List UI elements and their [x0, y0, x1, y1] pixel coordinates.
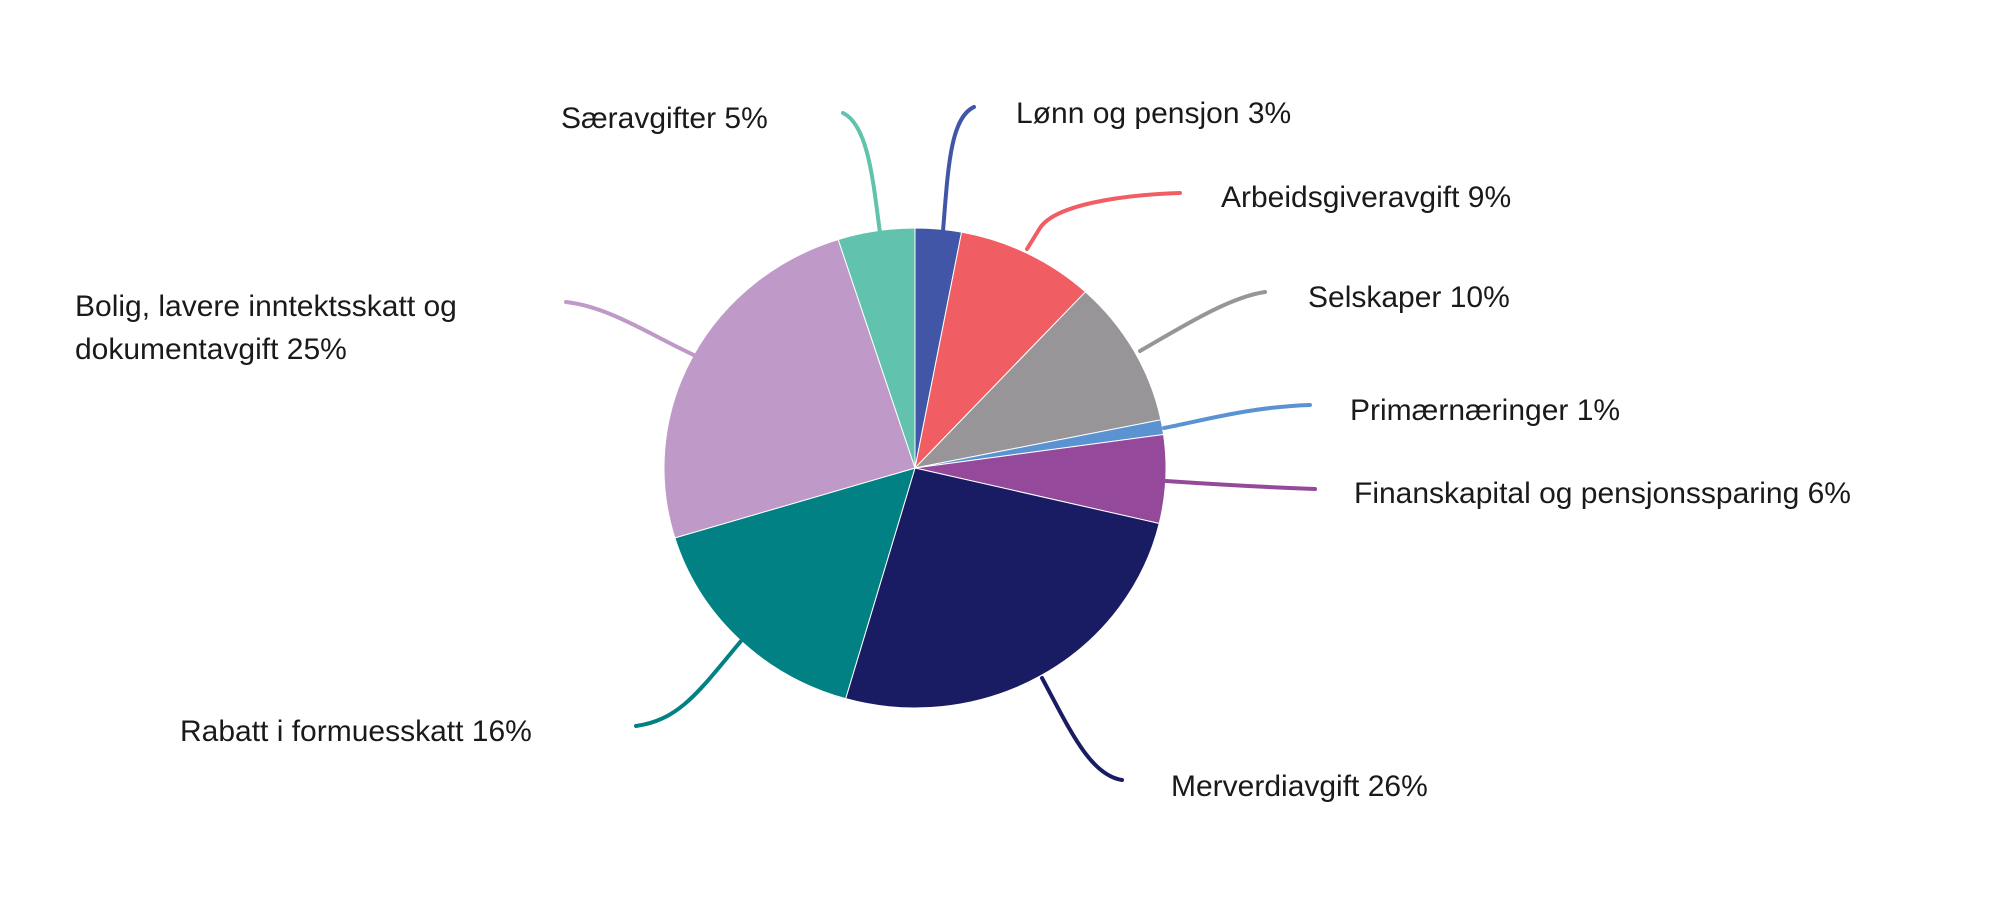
pie-slice-bolig-lavere-inntektsskatt-og-dokumentavgift	[663, 239, 916, 539]
leader-line-lonn	[941, 105, 976, 233]
leader-line-primaer	[1162, 403, 1312, 430]
leader-lines	[564, 105, 1317, 782]
label-bolig-line2: dokumentavgift 25%	[75, 333, 347, 366]
label-merverdiavgift: Merverdiavgift 26%	[1171, 770, 1428, 803]
leader-line-selskaper	[1138, 290, 1267, 353]
leader-line-finans	[1164, 479, 1317, 491]
leader-line-arbeidsgiver	[1025, 191, 1182, 251]
leader-line-merverdi	[1040, 676, 1124, 782]
label-bolig-line1: Bolig, lavere inntektsskatt og	[75, 290, 457, 323]
label-lonn-og-pensjon: Lønn og pensjon 3%	[1016, 97, 1292, 130]
label-finanskapital: Finanskapital og pensjonssparing 6%	[1354, 477, 1851, 510]
label-selskaper: Selskaper 10%	[1308, 281, 1510, 314]
leader-line-rabatt	[634, 639, 743, 728]
label-saeravgifter: Særavgifter 5%	[561, 102, 768, 135]
leader-line-bolig	[564, 300, 698, 358]
leader-line-saer	[841, 111, 882, 235]
label-arbeidsgiveravgift: Arbeidsgiveravgift 9%	[1221, 181, 1512, 214]
label-bolig: Bolig, lavere inntektsskatt og dokumenta…	[75, 285, 457, 371]
pie-slice-selskaper	[914, 291, 1162, 469]
label-primaernaeringer: Primærnæringer 1%	[1350, 394, 1621, 427]
pie-slice-merverdiavgift	[845, 467, 1160, 709]
label-rabatt-i-formuesskatt: Rabatt i formuesskatt 16%	[180, 715, 532, 748]
pie-slice-arbeidsgiveravgift	[914, 231, 1086, 469]
pie-slice-særavgifter	[837, 227, 916, 469]
pie-slices	[663, 227, 1167, 709]
pie-slice-rabatt-i-formuesskatt	[674, 467, 916, 700]
